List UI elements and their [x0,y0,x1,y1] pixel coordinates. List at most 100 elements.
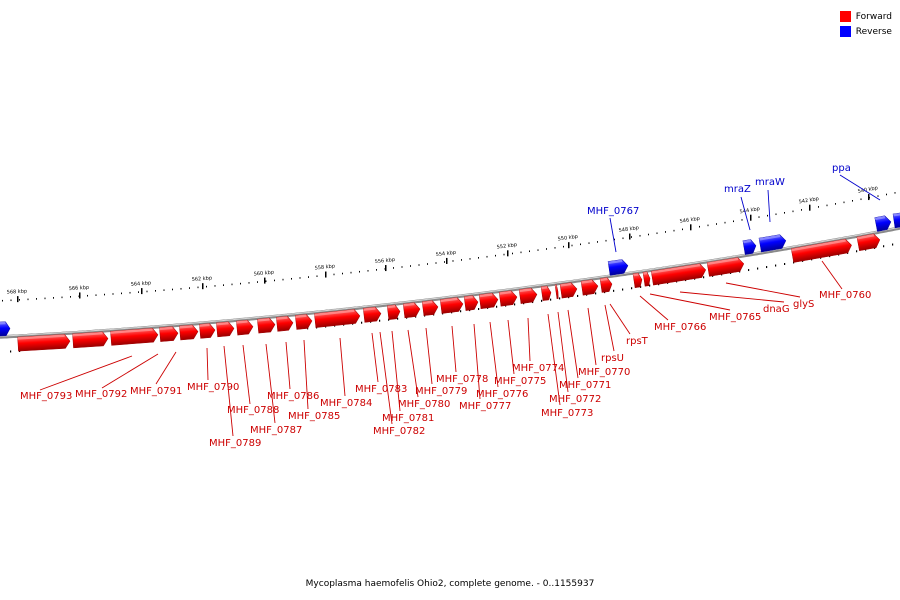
ruler-dot [44,297,46,300]
leader-line [391,330,401,412]
gene-label: MHF_0779 [415,386,467,397]
ruler-dot [206,285,207,288]
ruler-dot [733,220,734,223]
track-tick [496,305,498,308]
ruler-dot [537,249,539,251]
track-tick [478,308,480,311]
ruler-dot [70,296,71,298]
ruler-dot [665,231,666,233]
ruler-dot [469,258,471,260]
ruler-dot [792,210,794,213]
track-tick [775,264,777,267]
ruler-dot [495,254,496,257]
leader-line [609,303,631,335]
ruler-label: 540 kbp [857,185,878,195]
gene-label: MHF_0778 [436,374,488,385]
ruler-dot [27,298,29,301]
gene-label: MHF_0784 [320,398,372,409]
track-tick [379,319,381,322]
ruler-dot [410,265,411,267]
reverse-gene-arrow [742,239,757,255]
ruler-dot [138,291,139,293]
ruler-dot [784,211,785,214]
ruler-label: 542 kbp [798,196,819,205]
ruler-dot [767,214,768,217]
forward-gene-arrow [642,271,651,287]
ruler-major-tick [264,277,266,284]
gene-label: MHF_0765 [709,312,761,323]
leader-line [379,331,393,425]
ruler-major-tick [507,250,509,257]
leader-line [679,291,785,303]
track-tick [10,350,12,353]
track-tick [856,250,858,253]
gene-label: MHF_0770 [578,367,630,378]
ruler-dot [682,228,683,231]
leader-line [604,304,615,352]
gene-label: MHF_0791 [130,386,182,397]
track-tick [757,267,759,270]
ruler-dot [19,299,20,301]
ruler-dot [520,251,522,254]
gene-label: MHF_0783 [355,384,407,395]
forward-gene-arrow [498,290,518,307]
leader-line [39,355,133,391]
forward-gene-arrow [199,323,216,339]
forward-gene-arrow [236,319,254,336]
ruler-dot [155,290,156,292]
leader-line [507,319,515,375]
ruler-label: 550 kbp [557,234,578,243]
ruler-dot [580,243,581,246]
track-tick [559,297,561,300]
ruler-label: 566 kbp [69,285,90,292]
ruler-dot [223,284,224,286]
ruler-dot [605,239,607,242]
reverse-gene-arrow [0,321,11,337]
leader-line [451,325,457,373]
ruler-dot [546,248,547,250]
track-tick [883,245,885,248]
forward-gene-arrow [478,292,499,309]
ruler-dot [478,257,479,259]
forward-gene-arrow [439,297,464,314]
forward-gene-arrow [856,233,881,252]
forward-gene-arrow [72,331,109,349]
gene-label: MHF_0772 [549,394,601,405]
leader-line [371,332,379,383]
ruler-dot [53,297,54,299]
ruler-label: 560 kbp [253,270,274,278]
ruler-label: 548 kbp [618,225,639,234]
leader-line [303,339,309,410]
legend-reverse-label: Reverse [855,26,892,37]
backbone-line [0,226,900,339]
ruler-dot [597,241,598,243]
ruler-dot [461,259,462,261]
ruler-dot [2,299,3,302]
ruler-major-tick [141,288,143,295]
ruler-dot [401,266,403,268]
gene-label: dnaG [763,304,790,315]
leader-line [242,344,251,405]
ruler-dot [257,281,258,283]
leader-line [609,217,617,253]
ruler-label: 554 kbp [435,250,456,258]
leader-line [223,345,234,437]
ruler-dot [639,234,641,237]
track-tick [550,298,552,301]
ruler-major-tick [629,233,631,240]
ruler-major-tick [750,214,752,221]
gene-label: rpsT [626,336,649,347]
ruler-dot [359,270,360,273]
forward-gene-arrow [554,284,559,300]
track-tick [397,317,399,320]
track-tick [631,287,633,290]
ruler-dot [427,263,428,265]
ruler-dot [741,219,743,221]
leader-line [265,343,276,424]
leader-line [839,174,881,201]
track-tick [613,289,615,292]
track-tick [649,284,651,287]
legend: Forward Reverse [839,9,892,39]
ruler-label: 558 kbp [314,264,335,272]
